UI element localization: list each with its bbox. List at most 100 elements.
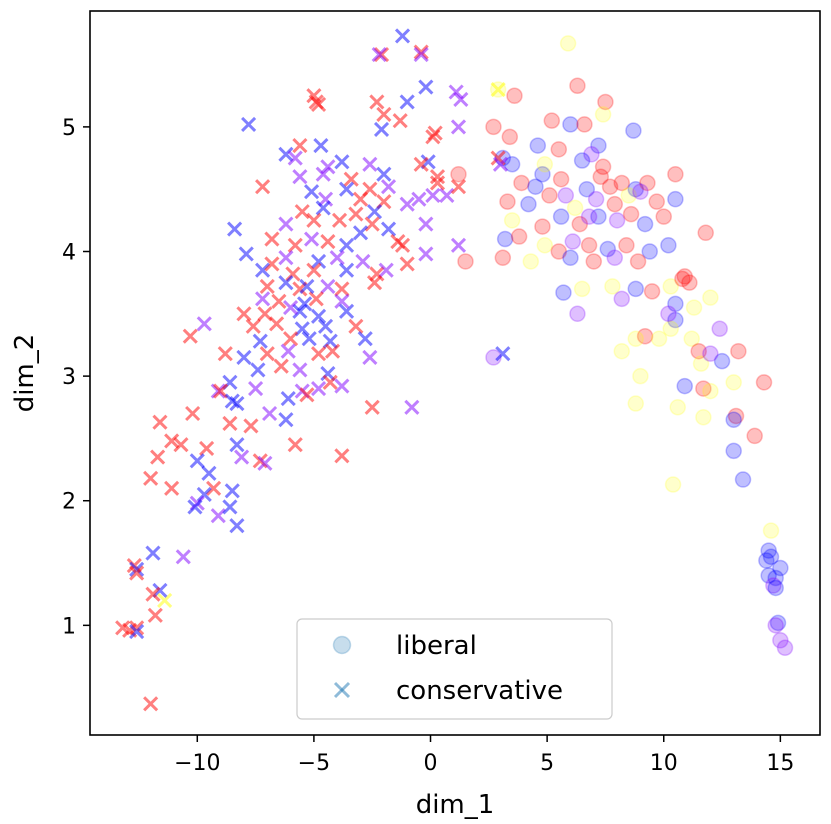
plot-area-frame <box>89 10 821 736</box>
point-conservative <box>334 448 350 464</box>
point-conservative <box>418 216 434 232</box>
point-conservative <box>429 175 446 191</box>
point-liberal <box>667 190 684 208</box>
point-conservative <box>425 187 441 203</box>
point-conservative <box>334 281 350 297</box>
point-conservative <box>287 237 303 253</box>
point-liberal <box>648 193 665 210</box>
point-conservative <box>315 200 331 216</box>
point-conservative <box>234 449 250 465</box>
point-conservative <box>238 246 254 262</box>
point-conservative <box>255 291 271 307</box>
point-conservative <box>185 405 201 422</box>
point-conservative <box>278 216 294 232</box>
point-conservative <box>334 293 350 309</box>
point-liberal <box>573 280 591 298</box>
point-liberal <box>725 442 742 460</box>
point-liberal <box>627 395 645 412</box>
point-conservative <box>418 246 434 262</box>
point-conservative <box>255 179 271 195</box>
point-conservative <box>394 28 411 44</box>
point-conservative <box>297 296 313 312</box>
point-conservative <box>299 278 315 294</box>
point-conservative <box>175 549 191 565</box>
point-conservative <box>269 316 285 332</box>
x-tick-label: −5 <box>298 751 330 776</box>
point-conservative <box>362 156 378 172</box>
point-liberal <box>550 243 568 260</box>
point-conservative <box>245 318 261 334</box>
point-conservative <box>306 262 322 278</box>
point-conservative <box>248 381 264 397</box>
point-conservative <box>369 266 385 282</box>
point-conservative <box>199 440 215 456</box>
point-liberal <box>552 170 570 188</box>
point-liberal <box>760 567 777 584</box>
point-liberal <box>662 320 679 338</box>
point-liberal <box>566 199 584 217</box>
point-liberal <box>713 352 731 370</box>
point-liberal <box>580 237 598 254</box>
point-liberal <box>506 87 523 104</box>
point-liberal <box>501 128 519 146</box>
legend-marker-liberal <box>332 635 352 655</box>
point-conservative <box>164 433 180 449</box>
point-conservative <box>292 303 308 319</box>
point-conservative <box>352 225 369 241</box>
point-conservative <box>338 303 355 319</box>
point-conservative <box>294 204 310 220</box>
x-tick-label: 15 <box>766 751 794 776</box>
legend: liberal conservative <box>296 618 613 720</box>
point-conservative <box>373 47 390 63</box>
point-liberal <box>562 116 579 133</box>
point-liberal <box>601 178 619 195</box>
point-liberal <box>746 427 763 445</box>
point-conservative <box>227 221 243 237</box>
point-liberal <box>734 471 752 488</box>
point-conservative <box>217 346 233 362</box>
point-conservative <box>252 333 268 349</box>
point-conservative <box>450 119 467 135</box>
point-conservative <box>320 233 336 250</box>
point-liberal <box>559 35 577 52</box>
point-conservative <box>348 206 364 222</box>
point-liberal <box>765 577 782 594</box>
point-liberal <box>622 205 640 223</box>
point-liberal <box>536 237 554 254</box>
point-conservative <box>143 470 159 486</box>
point-liberal <box>767 569 784 587</box>
series-conservative <box>115 28 511 712</box>
point-liberal <box>564 233 582 250</box>
point-conservative <box>373 121 390 137</box>
point-conservative <box>411 191 427 207</box>
point-conservative <box>229 518 245 534</box>
point-liberal <box>681 274 698 291</box>
point-liberal <box>571 215 589 233</box>
point-conservative <box>439 187 455 203</box>
point-conservative <box>196 316 212 332</box>
point-conservative <box>308 94 324 110</box>
point-liberal <box>769 614 787 632</box>
point-liberal <box>727 407 745 425</box>
point-liberal <box>503 212 521 229</box>
point-conservative <box>320 159 336 175</box>
point-liberal <box>592 168 610 185</box>
point-liberal <box>660 305 677 323</box>
point-conservative <box>348 318 364 334</box>
point-conservative <box>206 480 222 496</box>
point-liberal <box>597 93 614 111</box>
point-conservative <box>338 262 355 278</box>
point-conservative <box>355 253 371 270</box>
point-liberal <box>613 342 631 360</box>
point-liberal <box>685 299 703 316</box>
point-conservative <box>129 624 145 640</box>
point-conservative <box>241 116 257 132</box>
point-conservative <box>362 349 378 365</box>
point-liberal <box>667 165 684 183</box>
point-conservative <box>320 366 336 382</box>
point-liberal <box>576 116 593 133</box>
point-liberal <box>660 237 677 254</box>
point-conservative <box>229 437 245 453</box>
point-liberal <box>457 253 474 270</box>
